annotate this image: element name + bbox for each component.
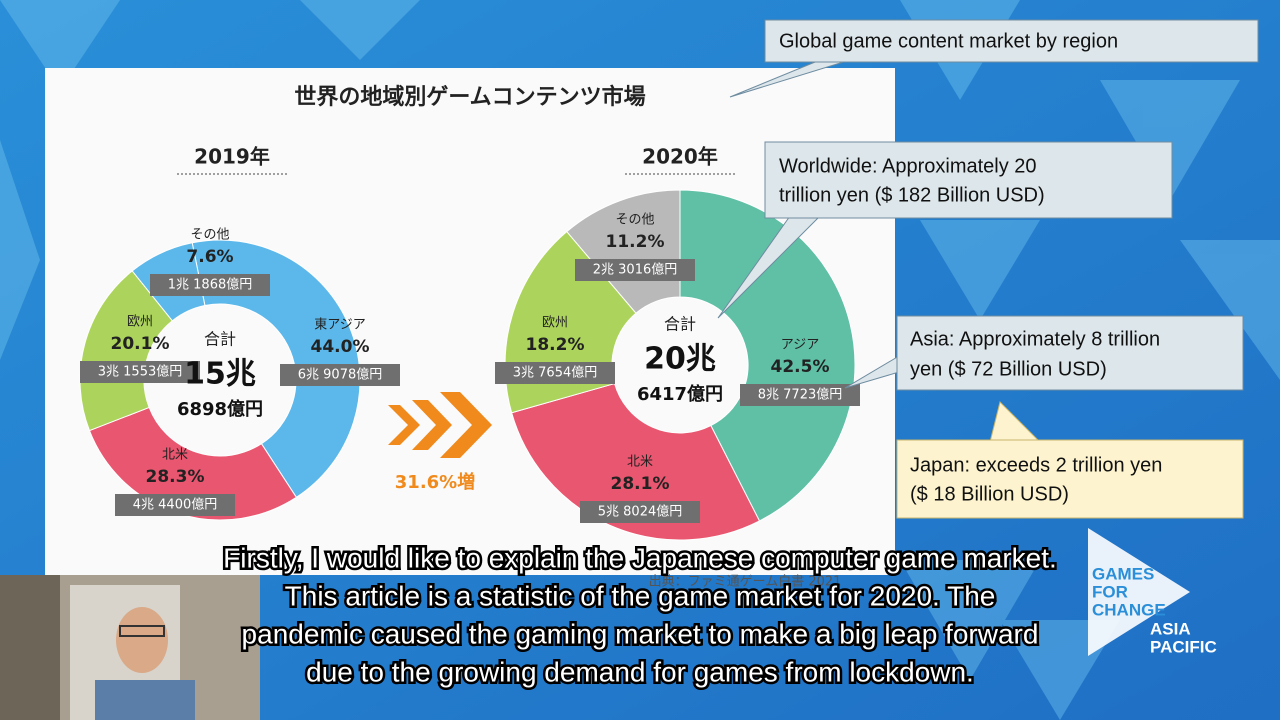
value-label: 44.0% (311, 337, 370, 357)
amount-label: 3兆 7654億円 (513, 365, 598, 381)
category-label: その他 (190, 228, 229, 243)
subtitle: This article is a statistic of the game … (285, 580, 996, 611)
category-label: 欧州 (542, 316, 568, 331)
logo-text: FOR (1092, 582, 1128, 601)
center-label: 合計 (664, 315, 696, 334)
chart-title: 2019年 (194, 145, 270, 169)
callout-text: ($ 18 Billion USD) (910, 483, 1069, 505)
donut-segment (566, 189, 681, 314)
chart-title: 2020年 (642, 145, 718, 169)
value-label: 18.2% (526, 335, 585, 355)
logo-text: GAMES (1092, 564, 1154, 583)
logo-text: ASIA (1150, 619, 1191, 638)
total-main: 15兆 (184, 357, 256, 392)
callout (764, 19, 1259, 63)
logo-shape (1088, 528, 1190, 656)
center-label: 合計 (204, 330, 236, 349)
amount-box (740, 384, 860, 406)
amount-box (150, 274, 270, 296)
category-label: その他 (615, 213, 654, 228)
amount-label: 1兆 1868億円 (168, 277, 253, 293)
growth-label: 31.6%増 (395, 471, 475, 493)
callout-text: Worldwide: Approximately 20 (779, 155, 1037, 177)
amount-box (280, 364, 400, 386)
amount-label: 3兆 1553億円 (98, 364, 183, 380)
category-label: 北米 (627, 455, 653, 470)
value-label: 7.6% (186, 247, 233, 267)
donut-segment (511, 382, 761, 541)
slide-title: 世界の地域別ゲームコンテンツ市場 (294, 84, 645, 110)
amount-box (495, 362, 615, 384)
value-label: 42.5% (771, 357, 830, 377)
value-label: 20.1% (111, 334, 170, 354)
total-sub: 6417億円 (637, 383, 723, 405)
value-label: 28.1% (611, 474, 670, 494)
category-label: 北米 (162, 448, 188, 463)
callout (896, 315, 1244, 391)
amount-box (115, 494, 235, 516)
callout-text: Global game content market by region (779, 30, 1118, 52)
amount-label: 2兆 3016億円 (593, 262, 678, 278)
value-label: 11.2% (606, 232, 665, 252)
callout-text: yen ($ 72 Billion USD) (910, 358, 1107, 380)
webcam (0, 575, 260, 720)
total-sub: 6898億円 (177, 398, 263, 420)
amount-box (580, 501, 700, 523)
arrows (388, 392, 492, 458)
source: 出典：ファミ通ゲーム白書 2021 (649, 574, 842, 590)
donut-segment (88, 406, 298, 521)
subtitle: Firstly, I would like to explain the Jap… (223, 542, 1057, 573)
category-label: 東アジア (314, 317, 365, 333)
donut-segment (191, 239, 361, 499)
callout (896, 439, 1244, 519)
subtitle: pandemic caused the gaming market to mak… (242, 618, 1039, 649)
amount-label: 8兆 7723億円 (758, 387, 843, 403)
callout-text: Japan: exceeds 2 trillion yen (910, 454, 1162, 476)
callout-text: Asia: Approximately 8 trillion (910, 328, 1160, 350)
logo-text: PACIFIC (1150, 637, 1217, 656)
subtitle: due to the growing demand for games from… (306, 656, 974, 687)
category-label: 欧州 (127, 315, 153, 330)
amount-label: 5兆 8024億円 (598, 504, 683, 520)
amount-label: 6兆 9078億円 (298, 367, 383, 383)
callout-text: trillion yen ($ 182 Billion USD) (779, 184, 1045, 206)
category-label: アジア (781, 338, 819, 353)
value-label: 28.3% (146, 467, 205, 487)
logo-text: CHANGE (1092, 600, 1166, 619)
amount-label: 4兆 4400億円 (133, 497, 218, 513)
amount-box (80, 361, 200, 383)
total-main: 20兆 (644, 342, 716, 377)
callout (764, 141, 1173, 219)
amount-box (575, 259, 695, 281)
